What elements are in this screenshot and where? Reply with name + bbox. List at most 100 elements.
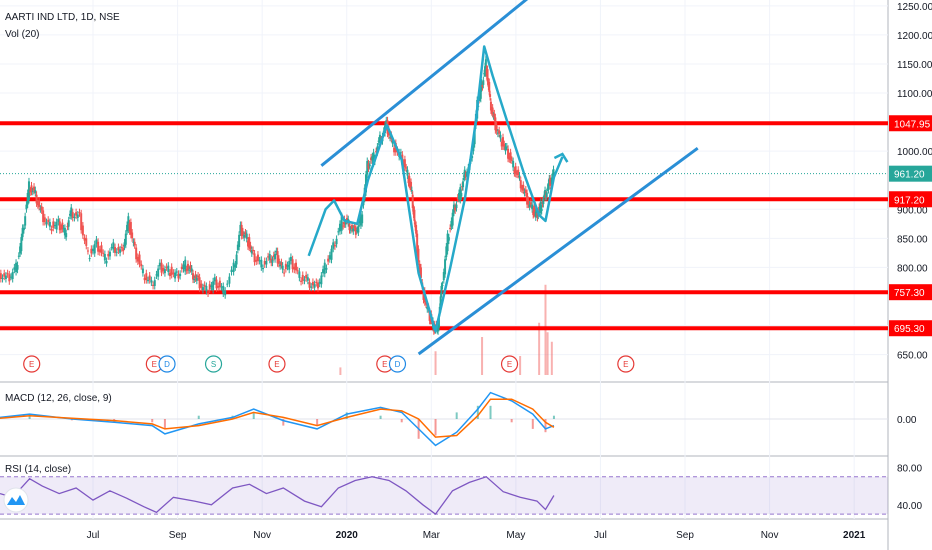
candle-body — [26, 192, 29, 205]
candle-body — [213, 277, 216, 282]
candle-body — [152, 284, 155, 286]
rsi-band — [0, 476, 888, 515]
tradingview-logo[interactable] — [3, 487, 29, 513]
candle-body — [271, 259, 274, 263]
macd-histogram-bar-22 — [552, 415, 555, 419]
candle-body — [270, 258, 273, 263]
candle-body — [90, 248, 93, 254]
candle-body — [385, 120, 388, 124]
candle-body — [519, 180, 522, 189]
candle-body — [135, 247, 138, 260]
candle-body — [140, 263, 143, 267]
candle-body — [260, 259, 263, 268]
candle-body — [508, 156, 511, 160]
time-tick-7: Sep — [676, 530, 694, 541]
candle-body — [1, 277, 4, 279]
trend-line-0 — [320, 0, 529, 167]
candle-body — [239, 224, 242, 233]
candle-body — [133, 241, 136, 246]
candle-body — [67, 220, 70, 227]
candle-body — [189, 265, 192, 270]
candle-body — [29, 190, 32, 193]
candle-body — [210, 285, 213, 288]
grid-lines — [0, 0, 888, 519]
candle-body — [177, 273, 180, 279]
candle-body — [418, 263, 421, 270]
macd-histogram-bar-8 — [252, 412, 255, 419]
candle-body — [531, 204, 534, 210]
candle-body — [450, 220, 453, 227]
time-tick-9: 2021 — [843, 530, 866, 541]
candle-body — [370, 157, 373, 161]
candle-body — [120, 247, 123, 249]
candle-body — [4, 275, 7, 279]
candle-body — [55, 222, 58, 230]
candle-body — [168, 272, 171, 277]
candle-body — [232, 262, 235, 273]
candle-body — [357, 225, 360, 233]
event-marker-2 — [158, 355, 176, 373]
candle-body — [280, 262, 283, 266]
candle-body — [415, 224, 418, 234]
candle-body — [330, 248, 333, 260]
candle-body — [170, 266, 173, 275]
macd-histogram-bar-6 — [197, 415, 200, 419]
candle-body — [509, 152, 512, 160]
candle-body — [460, 192, 463, 197]
candle-body — [440, 285, 443, 295]
candle-body — [129, 222, 132, 235]
candle-body — [338, 223, 341, 232]
candle-body — [377, 140, 380, 142]
candle-body — [117, 247, 120, 251]
candle-body — [544, 190, 547, 198]
candle-body — [62, 228, 65, 230]
candle-body — [515, 173, 518, 175]
candle-body — [247, 240, 250, 247]
candle-body — [13, 267, 16, 270]
price-tick-7: 850.00 — [897, 234, 928, 245]
candle-body — [368, 164, 371, 167]
candle-body — [337, 231, 340, 233]
candle-body — [83, 237, 86, 241]
candle-body — [504, 146, 507, 152]
candle-body — [119, 249, 122, 253]
level-tag-3 — [889, 320, 932, 337]
candle-body — [175, 271, 178, 273]
candle-body — [78, 212, 81, 214]
candle-body — [241, 231, 244, 236]
trend-drawings[interactable] — [307, 0, 699, 356]
price-tick-10: 650.00 — [897, 351, 928, 362]
candle-body — [298, 271, 301, 278]
candle-body — [165, 266, 168, 268]
event-marker-label-0: E — [29, 360, 34, 369]
candle-body — [494, 117, 497, 131]
candle-body — [167, 265, 170, 273]
time-tick-8: Nov — [761, 530, 779, 541]
candle-body — [114, 247, 117, 253]
candle-body — [545, 192, 548, 198]
candle-body — [316, 283, 319, 289]
candle-body — [235, 254, 238, 265]
candle-body — [207, 292, 210, 294]
candle-body — [442, 272, 445, 281]
candle-body — [410, 181, 413, 189]
candle-body — [458, 192, 461, 199]
price-axis[interactable]: 1250.001200.001150.001100.001050.001000.… — [889, 2, 932, 362]
candle-body — [60, 227, 63, 230]
wave-path — [307, 45, 564, 333]
candle-body — [198, 277, 201, 289]
candle-body — [542, 199, 545, 205]
candle-body — [274, 254, 277, 260]
candle-body — [110, 247, 113, 249]
time-axis[interactable]: Jul Sep Nov 2020 Mar May Jul Sep Nov 2021 — [87, 530, 866, 541]
macd-histogram-bar-20 — [531, 419, 534, 429]
candle-body — [253, 253, 256, 263]
candle-body — [432, 330, 435, 332]
candle-body — [318, 281, 321, 284]
candle-body — [138, 254, 141, 264]
candle-body — [240, 224, 243, 236]
candle-body — [86, 250, 89, 252]
candle-body — [496, 132, 499, 134]
candle-body — [228, 276, 231, 284]
